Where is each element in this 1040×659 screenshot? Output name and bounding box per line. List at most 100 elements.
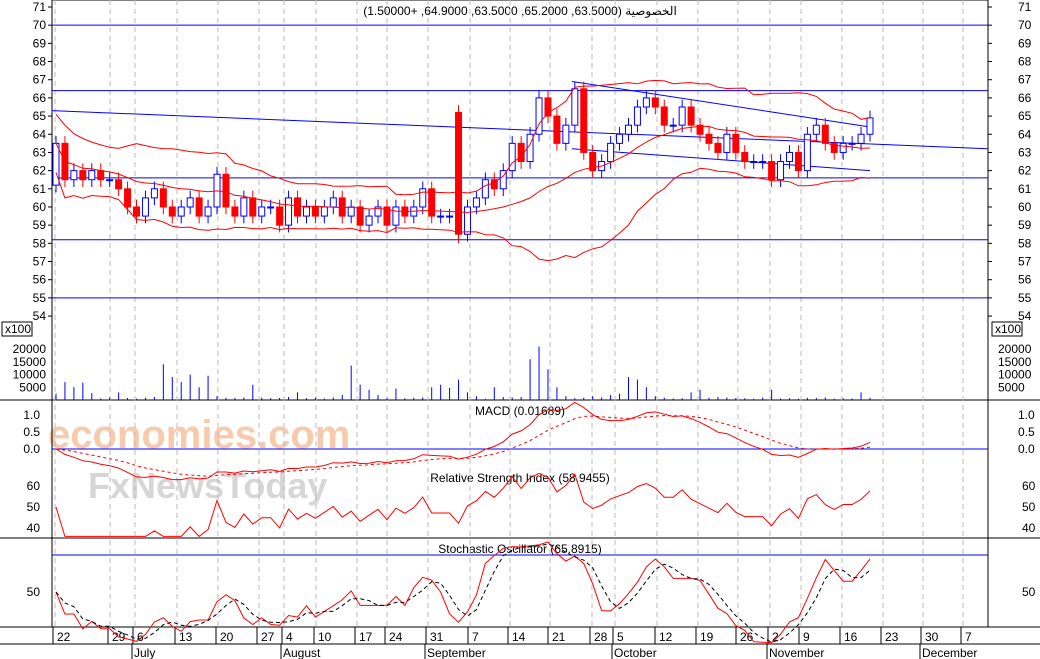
stoch-tick-label-left: 50	[27, 585, 41, 599]
candle-down	[687, 106, 695, 126]
candle-up	[88, 170, 96, 181]
candle-down	[768, 161, 776, 181]
candle-down	[276, 206, 284, 226]
stoch-tick-label-right: 50	[1022, 585, 1036, 599]
macd-tick-label-left: 1.0	[23, 408, 40, 422]
candle-up	[365, 215, 373, 226]
candle-up	[499, 170, 507, 190]
price-tick-label-right: 65	[1018, 109, 1032, 123]
candle-down	[115, 179, 123, 190]
candle-up	[723, 133, 731, 153]
trend-line	[571, 148, 871, 172]
price-tick-label-right: 63	[1018, 145, 1032, 159]
candle-up	[750, 161, 758, 164]
date-tick-label: 22	[57, 630, 71, 644]
trend-line	[51, 110, 989, 150]
price-tick-label-left: 58	[33, 236, 47, 250]
price-tick-label-left: 56	[33, 273, 47, 287]
volume-tick-label-left: 15000	[13, 355, 47, 369]
macd-signal-line	[55, 415, 871, 477]
price-tick-label-right: 67	[1018, 73, 1032, 87]
candle-down	[517, 142, 525, 163]
candle-down	[794, 151, 802, 172]
price-tick-label-left: 55	[33, 291, 47, 305]
date-tick-label: 9	[803, 630, 810, 644]
price-tick-label-left: 69	[33, 36, 47, 50]
candle-up	[866, 117, 874, 135]
rsi-label: Relative Strength Index (58.9455)	[430, 471, 609, 485]
macd-label: MACD (0.01689)	[475, 404, 565, 418]
date-tick-label: 14	[512, 630, 526, 644]
date-tick-label: 7	[965, 630, 972, 644]
rsi-tick-label-right: 50	[1022, 500, 1036, 514]
price-tick-label-left: 67	[33, 73, 47, 87]
volume-tick-label-right: 10000	[998, 368, 1032, 382]
volume-tick-label-right: 15000	[998, 355, 1032, 369]
volume-tick-label-right: 5000	[998, 380, 1025, 394]
candle-up	[177, 206, 185, 217]
candle-up	[446, 215, 454, 218]
price-tick-label-left: 62	[33, 164, 47, 178]
candle-down	[830, 142, 838, 153]
candle-down	[222, 173, 230, 208]
rsi-line	[55, 472, 871, 538]
price-tick-label-right: 66	[1018, 91, 1032, 105]
date-tick-label: 30	[925, 630, 939, 644]
price-tick-label-right: 60	[1018, 200, 1032, 214]
candle-up	[803, 133, 811, 172]
candle-down	[356, 206, 364, 226]
volume-tick-label-left: 5000	[19, 380, 46, 394]
price-tick-label-right: 61	[1018, 182, 1032, 196]
price-tick-label-left: 68	[33, 55, 47, 69]
candle-down	[195, 197, 203, 217]
price-tick-label-left: 57	[33, 255, 47, 269]
price-tick-label-left: 54	[33, 309, 47, 323]
plot-frame	[51, 0, 989, 628]
candle-down	[651, 97, 659, 108]
date-tick-label: 13	[179, 630, 193, 644]
month-label: December	[922, 646, 977, 659]
volume-tick-label-right: 20000	[998, 342, 1032, 356]
date-tick-label: 19	[700, 630, 714, 644]
candle-up	[642, 97, 650, 108]
volume-scale-label: x100	[5, 322, 31, 336]
candle-up	[633, 106, 641, 126]
date-tick-label: 16	[844, 630, 858, 644]
rsi-tick-label-left: 50	[27, 500, 41, 514]
candle-up	[839, 142, 847, 153]
stochastic-d-line	[55, 543, 871, 643]
candle-down	[553, 115, 561, 144]
candle-up	[392, 206, 400, 226]
candle-up	[669, 124, 677, 127]
candle-up	[571, 88, 579, 126]
candle-up	[302, 206, 310, 217]
price-tick-label-left: 70	[33, 18, 47, 32]
candle-down	[159, 188, 167, 208]
candle-up	[141, 197, 149, 217]
month-label: October	[614, 646, 657, 659]
month-label: August	[283, 646, 321, 659]
candle-down	[544, 97, 552, 117]
price-tick-label-left: 66	[33, 91, 47, 105]
bollinger-lower	[55, 167, 871, 262]
rsi-tick-label-left: 60	[27, 479, 41, 493]
rsi-tick-label-right: 60	[1022, 479, 1036, 493]
date-tick-label: 17	[359, 630, 373, 644]
price-tick-label-right: 55	[1018, 291, 1032, 305]
rsi-tick-label-right: 40	[1022, 521, 1036, 535]
date-tick-label: 12	[659, 630, 673, 644]
price-tick-label-right: 68	[1018, 55, 1032, 69]
price-tick-label-right: 54	[1018, 309, 1032, 323]
date-tick-label: 31	[430, 630, 444, 644]
candle-up	[374, 206, 382, 217]
candle-up	[463, 206, 471, 235]
date-tick-label: 2	[772, 630, 779, 644]
date-tick-label: 7	[472, 630, 479, 644]
price-tick-label-right: 69	[1018, 36, 1032, 50]
candle-up	[106, 179, 114, 182]
macd-tick-label-right: 0.5	[1018, 425, 1035, 439]
month-label: July	[134, 646, 155, 659]
price-tick-label-right: 62	[1018, 164, 1032, 178]
volume-scale-label-right: x100	[995, 322, 1021, 336]
stochastic-label: Stochastic Oscillator (65.8915)	[438, 542, 601, 556]
